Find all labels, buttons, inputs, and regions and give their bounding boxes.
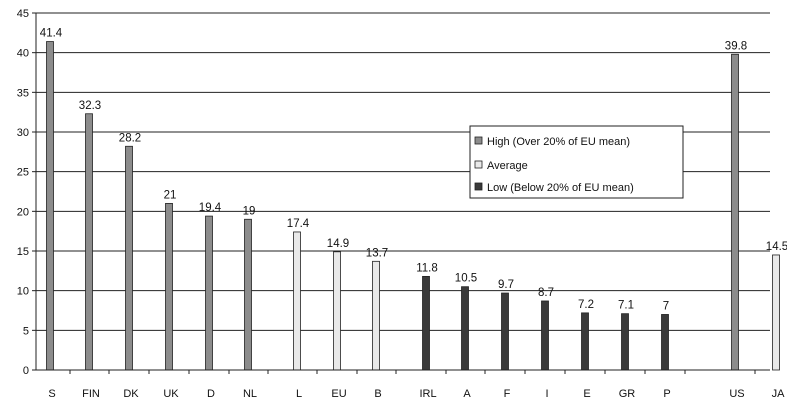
x-tick-label-d: D [207,388,215,400]
y-tick-label: 45 [17,8,29,20]
x-tick-label-f: F [504,388,511,400]
bar-e [581,312,589,371]
x-tick-label-l: L [296,388,302,400]
legend-label-low: Low (Below 20% of EU mean) [487,182,634,194]
value-label-i: 8.7 [538,287,554,299]
x-tick-label-eu: EU [331,388,346,400]
x-tick-label-uk: UK [163,388,179,400]
y-tick-label: 40 [17,48,29,60]
x-tick-label-e: E [583,388,590,400]
value-label-ja: 14.5 [766,241,787,253]
x-tick-label-nl: NL [243,388,257,400]
value-label-us: 39.8 [725,40,747,52]
x-tick-label-a: A [463,388,471,400]
value-label-p: 7 [663,300,669,312]
y-tick-label: 10 [17,286,29,298]
x-tick-label-p: P [663,388,670,400]
legend-swatch-high [474,136,483,145]
value-label-nl: 19 [243,205,256,217]
legend-swatch-low [474,182,483,191]
x-tick-label-b: B [374,388,381,400]
gridlines [36,12,770,331]
value-label-fin: 32.3 [79,100,101,112]
y-tick-label: 30 [17,127,29,139]
bar-a [461,286,469,371]
value-label-a: 10.5 [455,273,477,285]
bar-fin [85,113,93,371]
value-label-irl: 11.8 [416,262,438,274]
legend: High (Over 20% of EU mean) Average Low (… [469,125,684,199]
value-label-eu: 14.9 [327,238,349,250]
x-tick-label-gr: GR [619,388,636,400]
value-label-s: 41.4 [40,28,63,40]
bar-dk [125,145,133,371]
bar-irl [422,275,430,371]
bar-b [372,260,380,371]
bar-ja [772,254,780,371]
bar-gr [621,313,629,371]
bar-i [541,300,549,371]
value-label-d: 19.4 [199,202,222,214]
bar-nl [244,218,252,371]
value-label-f: 9.7 [498,279,514,291]
legend-swatch-average [474,160,483,169]
bar-f [501,292,509,371]
bar-uk [165,202,173,371]
y-tick-label: 0 [23,365,29,377]
value-label-l: 17.4 [287,218,310,230]
value-label-b: 13.7 [366,247,388,259]
bars [46,41,780,371]
value-label-gr: 7.1 [618,300,634,312]
value-label-e: 7.2 [578,299,594,311]
y-tick-label: 5 [23,325,29,337]
axes: 0 5 10 15 20 25 30 35 40 45 S FIN DK UK D NL L EU B IRL A F I E… [17,8,786,400]
x-tick-label-i: I [545,388,548,400]
x-tick-label-us: US [729,388,744,400]
value-label-uk: 21 [164,189,177,201]
bar-eu [333,251,341,371]
bar-p [661,314,669,371]
legend-label-high: High (Over 20% of EU mean) [487,136,630,148]
y-tick-label: 25 [17,167,29,179]
legend-box [469,125,684,199]
y-tick-label: 20 [17,206,29,218]
x-tick-label-irl: IRL [419,388,436,400]
value-labels: 41.4 32.3 28.2 21 19.4 19 17.4 14.9 13.7 11.8 10.5… [40,28,787,313]
bar-us [731,53,739,371]
x-tick-label-s: S [48,388,55,400]
x-tick-label-ja: JA [772,388,786,400]
y-tick-label: 35 [17,87,29,99]
bar-s [46,41,54,371]
value-label-dk: 28.2 [119,132,141,144]
bar-l [293,231,301,371]
legend-label-average: Average [487,160,528,172]
bar-d [205,215,213,371]
x-tick-label-dk: DK [123,388,139,400]
x-tick-label-fin: FIN [82,388,100,400]
y-tick-label: 15 [17,246,29,258]
